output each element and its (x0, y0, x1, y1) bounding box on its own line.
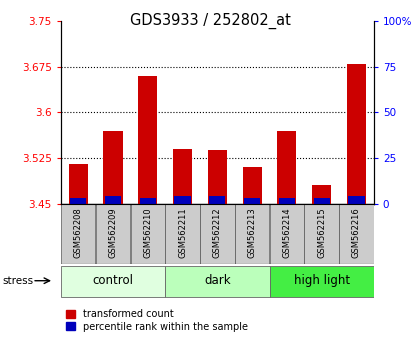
Bar (277, 131, 297, 204)
Text: GSM562215: GSM562215 (317, 207, 326, 258)
Bar (270, 204, 304, 264)
Bar (339, 204, 374, 264)
Bar (96, 204, 130, 264)
Bar (131, 204, 165, 264)
Bar (174, 196, 191, 204)
Text: GSM562209: GSM562209 (108, 207, 118, 258)
Text: GSM562211: GSM562211 (178, 207, 187, 258)
Text: GSM562212: GSM562212 (213, 207, 222, 258)
Text: GDS3933 / 252802_at: GDS3933 / 252802_at (129, 12, 291, 29)
Text: GSM562213: GSM562213 (248, 207, 257, 258)
Text: GSM562216: GSM562216 (352, 207, 361, 258)
Bar (243, 167, 262, 204)
Bar (279, 198, 295, 204)
Bar (235, 204, 269, 264)
Bar (138, 76, 158, 204)
Bar (348, 196, 365, 204)
Bar (313, 198, 330, 204)
Bar (173, 149, 192, 204)
Text: stress: stress (2, 276, 33, 286)
Bar (208, 150, 227, 204)
Bar (69, 164, 88, 204)
Bar (61, 266, 165, 297)
Bar (105, 196, 121, 204)
Bar (70, 198, 87, 204)
Bar (61, 204, 95, 264)
Bar (244, 198, 260, 204)
Bar (312, 185, 331, 204)
Bar (140, 198, 156, 204)
Text: dark: dark (204, 274, 231, 287)
Text: control: control (92, 274, 134, 287)
Bar (165, 204, 200, 264)
Text: high light: high light (294, 274, 350, 287)
Text: GSM562210: GSM562210 (143, 207, 152, 258)
Bar (165, 266, 270, 297)
Bar (209, 196, 226, 204)
Bar (200, 204, 234, 264)
Bar (270, 266, 374, 297)
Bar (347, 64, 366, 204)
Legend: transformed count, percentile rank within the sample: transformed count, percentile rank withi… (66, 309, 248, 332)
Bar (304, 204, 339, 264)
Text: GSM562214: GSM562214 (282, 207, 291, 258)
Bar (103, 131, 123, 204)
Text: GSM562208: GSM562208 (74, 207, 83, 258)
